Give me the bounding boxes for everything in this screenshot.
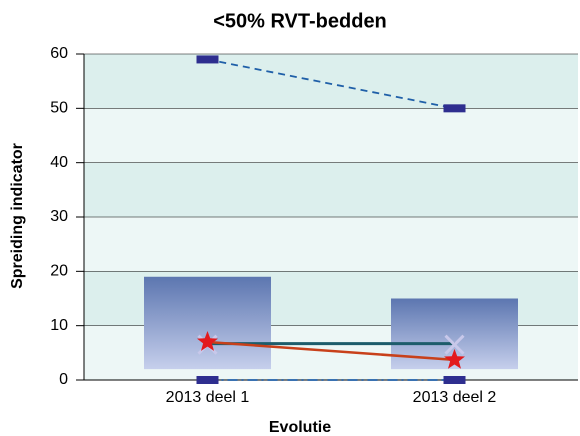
highlight-marker (444, 348, 465, 369)
plot-band (84, 162, 578, 217)
max-marker (196, 55, 219, 64)
plot-band (84, 217, 578, 272)
chart-title: <50% RVT-bedden (213, 10, 387, 32)
max-marker (443, 104, 466, 113)
y-axis-label: Spreiding indicator (9, 143, 26, 289)
y-tick-label: 60 (50, 45, 68, 62)
x-tick-label: 2013 deel 1 (166, 389, 250, 406)
y-tick-label: 30 (50, 208, 68, 225)
box (144, 276, 271, 370)
min-marker (196, 376, 219, 384)
highlight-line (207, 340, 455, 362)
mean-marker (444, 334, 465, 355)
min-marker (443, 376, 466, 384)
x-axis-label: Evolutie (269, 419, 331, 436)
y-tick-label: 10 (50, 317, 68, 334)
max-line (207, 58, 455, 110)
x-tick-label: 2013 deel 2 (413, 389, 497, 406)
plot-band (84, 108, 578, 163)
y-tick-label: 40 (50, 154, 68, 171)
highlight-marker (197, 331, 218, 351)
plot-band (84, 54, 578, 109)
y-tick-label: 0 (59, 371, 68, 388)
y-tick-label: 50 (50, 100, 68, 117)
y-tick-label: 20 (50, 263, 68, 280)
